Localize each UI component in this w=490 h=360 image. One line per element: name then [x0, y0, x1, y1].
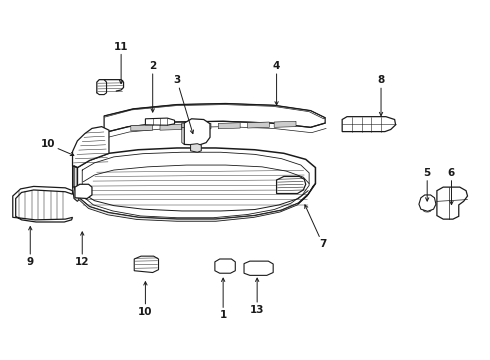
- Text: 8: 8: [377, 75, 385, 116]
- Text: 10: 10: [41, 139, 74, 156]
- Polygon shape: [244, 261, 273, 275]
- Polygon shape: [342, 117, 395, 132]
- Text: 9: 9: [26, 226, 34, 267]
- Text: 6: 6: [448, 168, 455, 204]
- Ellipse shape: [249, 265, 268, 271]
- Polygon shape: [189, 123, 211, 130]
- Polygon shape: [215, 259, 235, 273]
- Text: 7: 7: [305, 205, 326, 249]
- Polygon shape: [134, 256, 159, 273]
- Polygon shape: [73, 127, 109, 167]
- Text: 1: 1: [220, 278, 227, 320]
- Text: 5: 5: [423, 168, 431, 201]
- Polygon shape: [184, 119, 210, 145]
- Polygon shape: [247, 122, 270, 128]
- Polygon shape: [437, 187, 467, 219]
- Polygon shape: [276, 176, 306, 194]
- Polygon shape: [274, 121, 296, 127]
- Text: 3: 3: [173, 75, 194, 134]
- Polygon shape: [419, 195, 436, 211]
- Polygon shape: [191, 144, 201, 152]
- Polygon shape: [74, 184, 316, 221]
- Polygon shape: [104, 103, 325, 133]
- Polygon shape: [73, 166, 80, 201]
- Text: 2: 2: [149, 61, 156, 112]
- Polygon shape: [146, 118, 174, 125]
- Polygon shape: [131, 125, 153, 131]
- Text: 11: 11: [114, 41, 128, 84]
- Polygon shape: [77, 148, 316, 219]
- Text: 13: 13: [250, 278, 265, 315]
- Text: 10: 10: [138, 282, 153, 317]
- Polygon shape: [160, 124, 182, 130]
- Text: 12: 12: [75, 232, 90, 267]
- Polygon shape: [75, 184, 92, 198]
- Text: 4: 4: [273, 61, 280, 105]
- Polygon shape: [218, 123, 240, 129]
- Polygon shape: [13, 186, 73, 222]
